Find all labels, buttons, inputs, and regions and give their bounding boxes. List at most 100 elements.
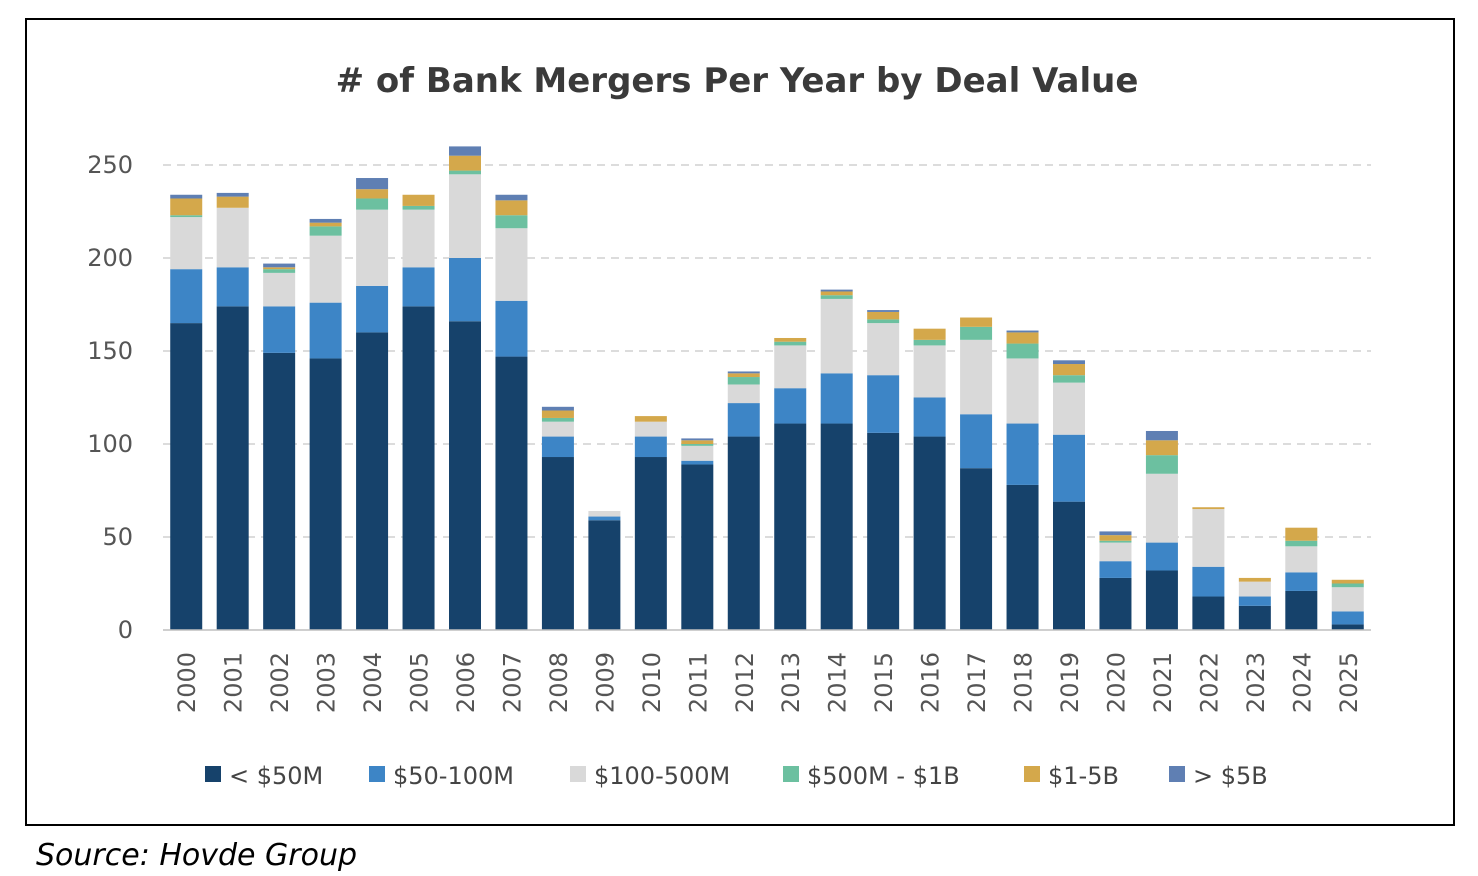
bar-segment (681, 460, 714, 465)
bar-segment (449, 155, 481, 171)
bar-segment (681, 444, 714, 446)
x-tick-label: 2000 (173, 652, 201, 713)
bar-segment (1006, 330, 1039, 333)
bar-segment (1099, 577, 1132, 630)
bar-segment (774, 345, 807, 389)
bar-segment (1145, 570, 1178, 630)
bar-segment (216, 306, 249, 630)
x-tick-label: 2016 (917, 652, 945, 713)
bar-segment (1285, 540, 1318, 547)
bar-segment (1331, 583, 1364, 588)
bar-segment (1331, 624, 1364, 630)
bar-segment (727, 436, 760, 630)
bar-segment (1145, 542, 1178, 571)
bar-segment (356, 285, 389, 333)
bar-segment (1192, 596, 1225, 630)
bar-segment (541, 417, 574, 422)
bar-segment (867, 323, 900, 376)
bar-segment (867, 310, 900, 312)
bar-segment (309, 235, 342, 303)
x-tick-label: 2005 (406, 652, 434, 713)
bar-segment (541, 436, 574, 458)
bar-segment (216, 192, 249, 197)
bar-segment (634, 436, 667, 458)
bar-segment (1192, 509, 1225, 567)
bar-segment (1006, 343, 1039, 359)
x-tick-label: 2015 (870, 652, 898, 713)
bar-segment (495, 300, 528, 357)
bar-segment (820, 289, 853, 292)
x-tick-label: 2011 (684, 652, 712, 713)
bar-segment (309, 358, 342, 630)
bar-segment (541, 421, 574, 437)
bar-segment (1285, 546, 1318, 573)
bar-segment (309, 302, 342, 359)
bar-segment (170, 198, 203, 216)
bar-segment (263, 306, 296, 353)
x-tick-label: 2020 (1102, 652, 1130, 713)
y-tick-label: 250 (87, 151, 133, 179)
y-tick-label: 150 (87, 337, 133, 365)
bar-segment (867, 375, 900, 433)
bar-segment (774, 423, 807, 630)
bar-segment (402, 194, 435, 206)
bar-segment (1285, 590, 1318, 630)
legend-swatch (570, 766, 586, 782)
legend-label: $100-500M (594, 762, 730, 790)
bar-segment (1285, 527, 1318, 541)
bar-segment (263, 352, 296, 630)
bar-segment (774, 388, 807, 424)
x-tick-label: 2021 (1149, 652, 1177, 713)
bar-segment (263, 272, 296, 307)
x-tick-label: 2023 (1242, 652, 1270, 713)
bar-segment (1006, 423, 1039, 485)
x-tick-label: 2018 (1010, 652, 1038, 713)
bar-segment (1006, 484, 1039, 630)
bar-segment (495, 215, 528, 229)
bar-segment (541, 406, 574, 411)
bar-segment (1006, 332, 1039, 344)
bar-segment (588, 520, 621, 630)
legend-swatch (1024, 766, 1040, 782)
bar-segment (867, 319, 900, 324)
bar-segment (1099, 540, 1132, 543)
bar-segment (727, 371, 760, 374)
bar-segment (1238, 577, 1271, 582)
source-note: Source: Hovde Group (36, 838, 358, 873)
bar-segment (820, 295, 853, 299)
chart-title: # of Bank Mergers Per Year by Deal Value (336, 61, 1139, 101)
x-tick-label: 2010 (638, 652, 666, 713)
bar-segment (216, 207, 249, 268)
bar-segment (170, 215, 203, 218)
legend-label: < $50M (229, 762, 323, 790)
bar-segment (1238, 605, 1271, 630)
bar-segment (402, 205, 435, 210)
y-tick-label: 200 (87, 244, 133, 272)
bar-segment (867, 432, 900, 630)
bar-segment (449, 170, 481, 175)
gridlines (163, 164, 1371, 538)
bar-segment (402, 306, 435, 630)
bar-segment (960, 468, 993, 630)
bar-segment (960, 317, 993, 327)
bar-segment (1331, 587, 1364, 612)
bar-segment (588, 510, 621, 517)
bar-segment (263, 269, 296, 273)
x-tick-label: 2017 (963, 652, 991, 713)
x-tick-label: 2002 (266, 652, 294, 713)
bar-segment (541, 457, 574, 630)
bar-segment (216, 196, 249, 208)
bar-segment (495, 228, 528, 301)
bar-segment (495, 200, 528, 216)
bar-segment (309, 218, 342, 223)
legend-label: $500M - $1B (807, 762, 960, 790)
bar-segment (1006, 358, 1039, 424)
x-tick-label: 2019 (1056, 652, 1084, 713)
bars (170, 146, 1364, 630)
bar-segment (1053, 360, 1085, 365)
bar-segment (913, 436, 946, 630)
bar-segment (356, 209, 389, 286)
bar-segment (263, 267, 296, 270)
bar-segment (913, 339, 946, 346)
bar-segment (170, 194, 203, 199)
